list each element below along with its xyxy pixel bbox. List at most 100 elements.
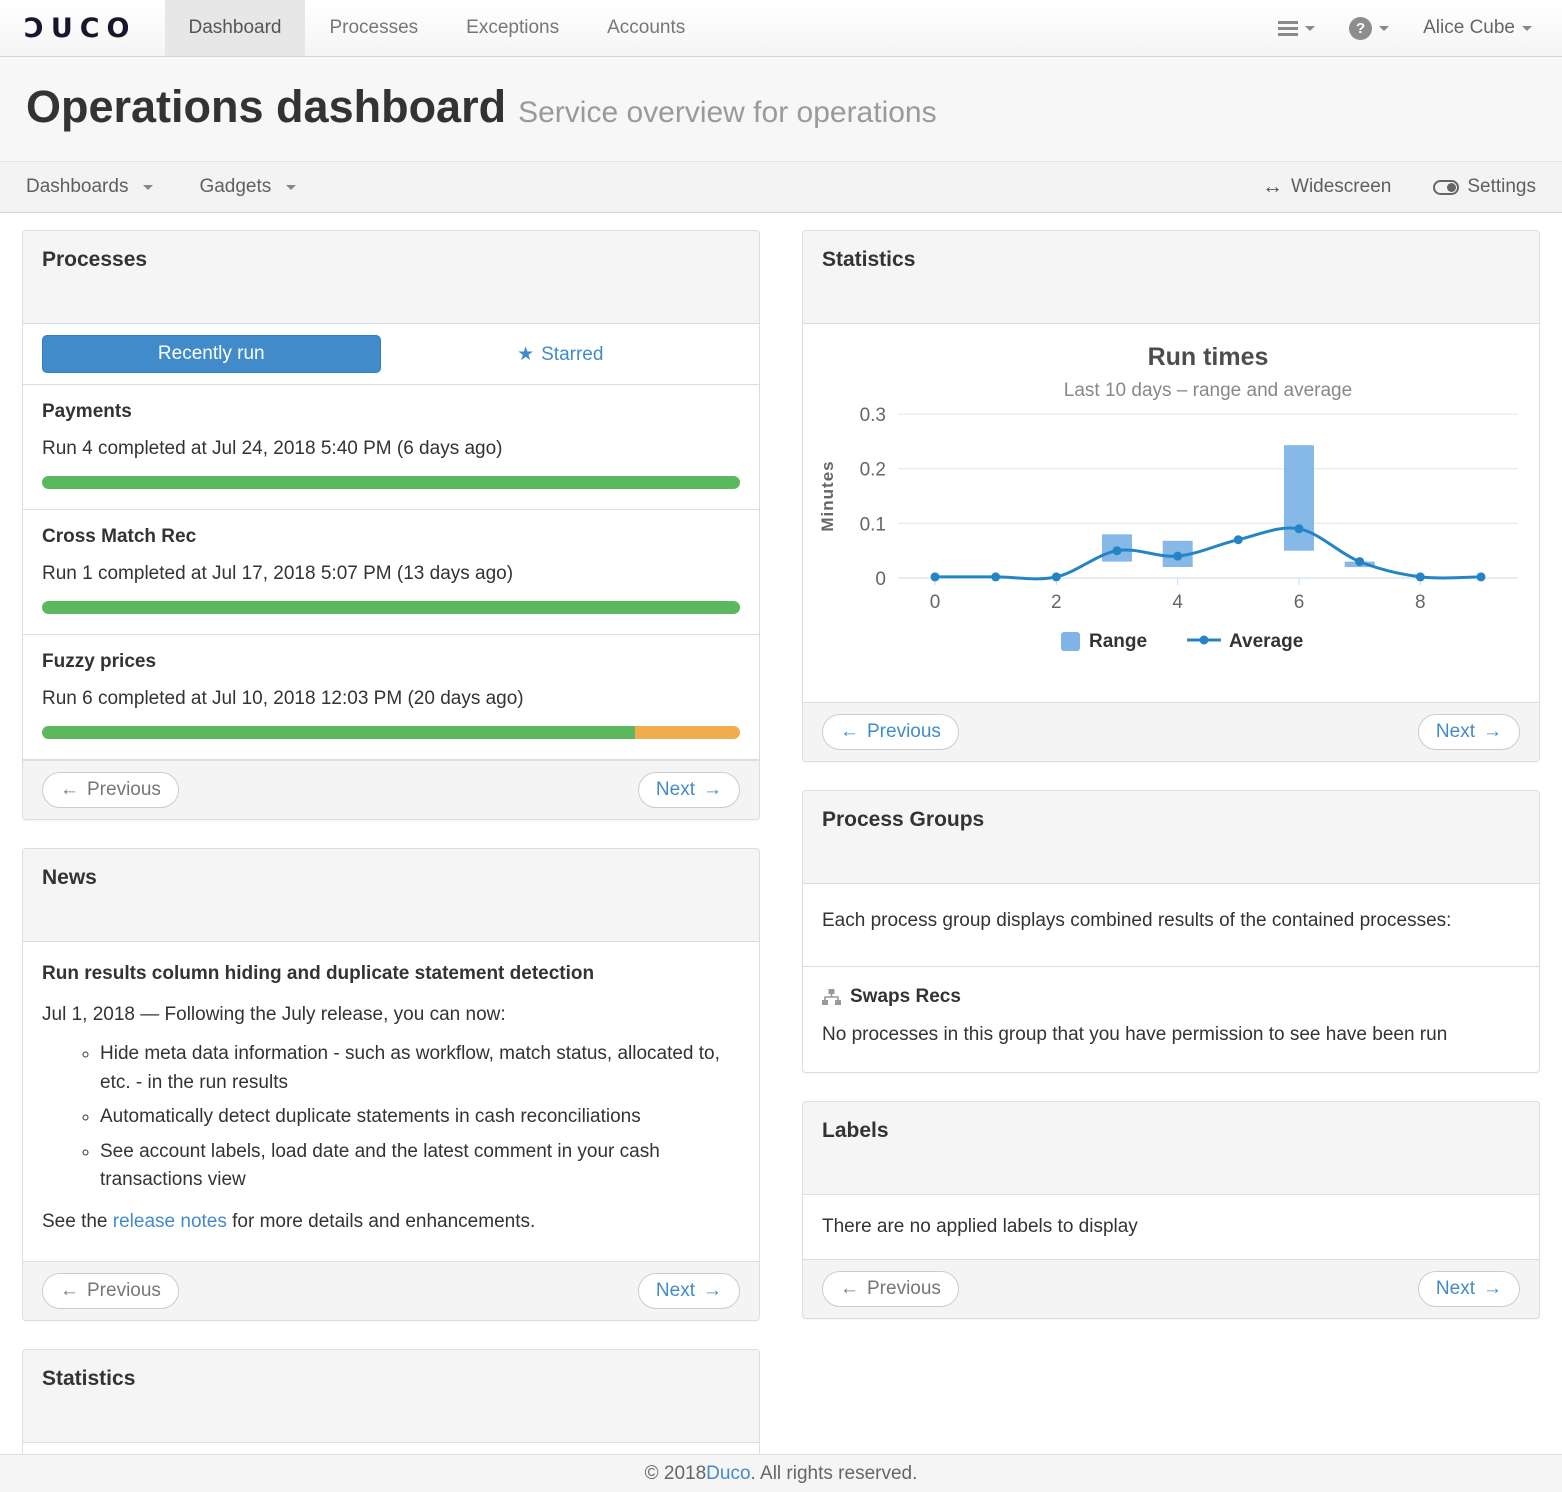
nav-item-processes[interactable]: Processes bbox=[329, 17, 419, 38]
x-tick-label: 2 bbox=[1051, 592, 1062, 613]
navbar-right: ? Alice Cube bbox=[1278, 0, 1562, 56]
page-title: Operations dashboard bbox=[26, 81, 507, 132]
x-tick-label: 6 bbox=[1294, 592, 1305, 613]
average-point bbox=[1415, 572, 1425, 582]
gadgets-label: Gadgets bbox=[199, 176, 272, 197]
previous-label: Previous bbox=[87, 1280, 161, 1302]
process-progress-bar bbox=[42, 726, 740, 739]
arrow-left-icon: ← bbox=[60, 779, 79, 800]
navbar: ƆUCO Dashboard Processes Exceptions Acco… bbox=[0, 0, 1562, 57]
right-column: Statistics 0 0.1 0.2 0.3 0 2 4 6 8 Run times Last … bbox=[802, 230, 1540, 1347]
legend-range-label[interactable]: Range bbox=[1089, 631, 1147, 652]
progress-segment-green bbox=[42, 476, 740, 489]
average-point bbox=[1355, 557, 1365, 567]
next-button[interactable]: Next → bbox=[1417, 714, 1520, 750]
chevron-down-icon bbox=[1305, 25, 1316, 31]
recently-run-tab[interactable]: Recently run bbox=[42, 335, 381, 373]
statistics-panel-footer: ← Previous Next → bbox=[803, 702, 1539, 761]
footer-rights: . All rights reserved. bbox=[750, 1462, 918, 1484]
statistics-panel: Statistics 0 0.1 0.2 0.3 0 2 4 6 8 Run times Last … bbox=[802, 230, 1540, 762]
processes-panel-footer: ← Previous Next → bbox=[23, 760, 759, 819]
left-column: Processes Recently run ★ Starred Payments… bbox=[22, 230, 760, 1492]
page-header: Operations dashboard Service overview for… bbox=[0, 57, 1562, 162]
user-menu[interactable]: Alice Cube bbox=[1423, 17, 1532, 39]
next-button[interactable]: Next → bbox=[1417, 1271, 1520, 1307]
duco-footer-link[interactable]: Duco bbox=[706, 1462, 751, 1484]
help-dropdown[interactable]: ? bbox=[1349, 16, 1390, 40]
gadgets-dropdown[interactable]: Gadgets bbox=[199, 176, 297, 198]
dashboard-toolbar: Dashboards Gadgets ↔ Widescreen Settings bbox=[0, 162, 1562, 213]
progress-segment-green bbox=[42, 601, 740, 614]
previous-button[interactable]: ← Previous bbox=[42, 1273, 179, 1310]
chart-title: Run times bbox=[1148, 343, 1269, 371]
process-groups-panel: Process Groups Each process group displa… bbox=[802, 790, 1540, 1073]
y-tick-label: 0.2 bbox=[860, 460, 886, 481]
y-tick-label: 0.1 bbox=[860, 514, 886, 535]
legend-average-label[interactable]: Average bbox=[1229, 631, 1303, 652]
widescreen-button[interactable]: ↔ Widescreen bbox=[1262, 175, 1391, 199]
processes-tabs: Recently run ★ Starred bbox=[23, 324, 759, 385]
nav-item-accounts[interactable]: Accounts bbox=[607, 17, 686, 38]
dashboards-dropdown[interactable]: Dashboards bbox=[26, 176, 154, 198]
news-bullet: See account labels, load date and the la… bbox=[100, 1138, 740, 1195]
process-name: Fuzzy prices bbox=[42, 651, 157, 672]
chevron-down-icon bbox=[143, 184, 154, 190]
nav-item-exceptions[interactable]: Exceptions bbox=[466, 17, 560, 38]
y-tick-label: 0 bbox=[875, 569, 886, 590]
starred-tab[interactable]: ★ Starred bbox=[381, 343, 740, 366]
average-point bbox=[930, 572, 940, 582]
news-panel-header: News bbox=[23, 849, 759, 942]
labels-panel-header: Labels bbox=[803, 1102, 1539, 1195]
labels-empty-message: There are no applied labels to display bbox=[822, 1216, 1138, 1237]
progress-segment-green bbox=[42, 726, 636, 739]
previous-label: Previous bbox=[867, 721, 941, 742]
process-row-cross-match-rec[interactable]: Cross Match Rec Run 1 completed at Jul 1… bbox=[23, 510, 759, 635]
nav-item-dashboard[interactable]: Dashboard bbox=[164, 0, 306, 56]
next-button[interactable]: Next → bbox=[637, 772, 740, 808]
process-groups-intro: Each process group displays combined res… bbox=[803, 884, 1539, 967]
page-subtitle: Service overview for operations bbox=[518, 96, 937, 129]
y-tick-label: 0.3 bbox=[860, 405, 886, 426]
average-point bbox=[1294, 524, 1304, 534]
release-notes-link[interactable]: release notes bbox=[112, 1210, 227, 1232]
help-icon: ? bbox=[1349, 16, 1373, 40]
menu-dropdown[interactable] bbox=[1278, 25, 1316, 31]
process-name: Payments bbox=[42, 401, 132, 422]
process-status: Run 4 completed at Jul 24, 2018 5:40 PM … bbox=[42, 438, 503, 459]
chevron-down-icon bbox=[1379, 25, 1390, 31]
average-point bbox=[1476, 572, 1486, 582]
run-times-chart: 0 0.1 0.2 0.3 0 2 4 6 8 Run times Last 10 days – r… bbox=[803, 324, 1539, 702]
chart-subtitle: Last 10 days – range and average bbox=[1064, 380, 1352, 401]
starred-label: Starred bbox=[541, 343, 604, 365]
previous-label: Previous bbox=[867, 1278, 941, 1299]
footer-copyright: © 2018 bbox=[644, 1462, 707, 1484]
average-line bbox=[935, 526, 1482, 581]
legend-range-swatch[interactable] bbox=[1061, 632, 1080, 651]
process-group-row[interactable]: Swaps Recs No processes in this group th… bbox=[803, 967, 1539, 1072]
legend-average-marker[interactable] bbox=[1199, 635, 1209, 645]
arrow-left-icon: ← bbox=[840, 721, 859, 742]
process-progress-bar bbox=[42, 476, 740, 489]
arrow-left-icon: ← bbox=[60, 1280, 79, 1302]
news-outro-prefix: See the bbox=[42, 1210, 113, 1232]
settings-button[interactable]: Settings bbox=[1433, 176, 1536, 198]
previous-button[interactable]: ← Previous bbox=[822, 1271, 959, 1307]
news-article-intro: Jul 1, 2018 — Following the July release… bbox=[42, 1003, 506, 1025]
next-button[interactable]: Next → bbox=[637, 1273, 740, 1310]
previous-button[interactable]: ← Previous bbox=[822, 714, 959, 750]
hamburger-icon bbox=[1278, 26, 1299, 30]
main-nav: Dashboard Processes Exceptions Accounts bbox=[164, 0, 710, 56]
process-row-fuzzy-prices[interactable]: Fuzzy prices Run 6 completed at Jul 10, … bbox=[23, 635, 759, 760]
news-outro: See the release notes for more details a… bbox=[42, 1209, 740, 1236]
processes-panel: Processes Recently run ★ Starred Payments… bbox=[22, 230, 760, 820]
news-outro-suffix: for more details and enhancements. bbox=[226, 1210, 536, 1232]
average-point bbox=[1112, 546, 1122, 556]
news-body: Run results column hiding and duplicate … bbox=[23, 942, 759, 1261]
news-bullet: Hide meta data information - such as wor… bbox=[100, 1040, 740, 1097]
previous-button[interactable]: ← Previous bbox=[42, 772, 179, 808]
toolbar-left: Dashboards Gadgets bbox=[26, 176, 297, 198]
process-row-payments[interactable]: Payments Run 4 completed at Jul 24, 2018… bbox=[23, 385, 759, 510]
next-label: Next bbox=[655, 779, 695, 800]
run-times-chart-svg: 0 0.1 0.2 0.3 0 2 4 6 8 Run times Last 10 days – r… bbox=[818, 343, 1518, 652]
